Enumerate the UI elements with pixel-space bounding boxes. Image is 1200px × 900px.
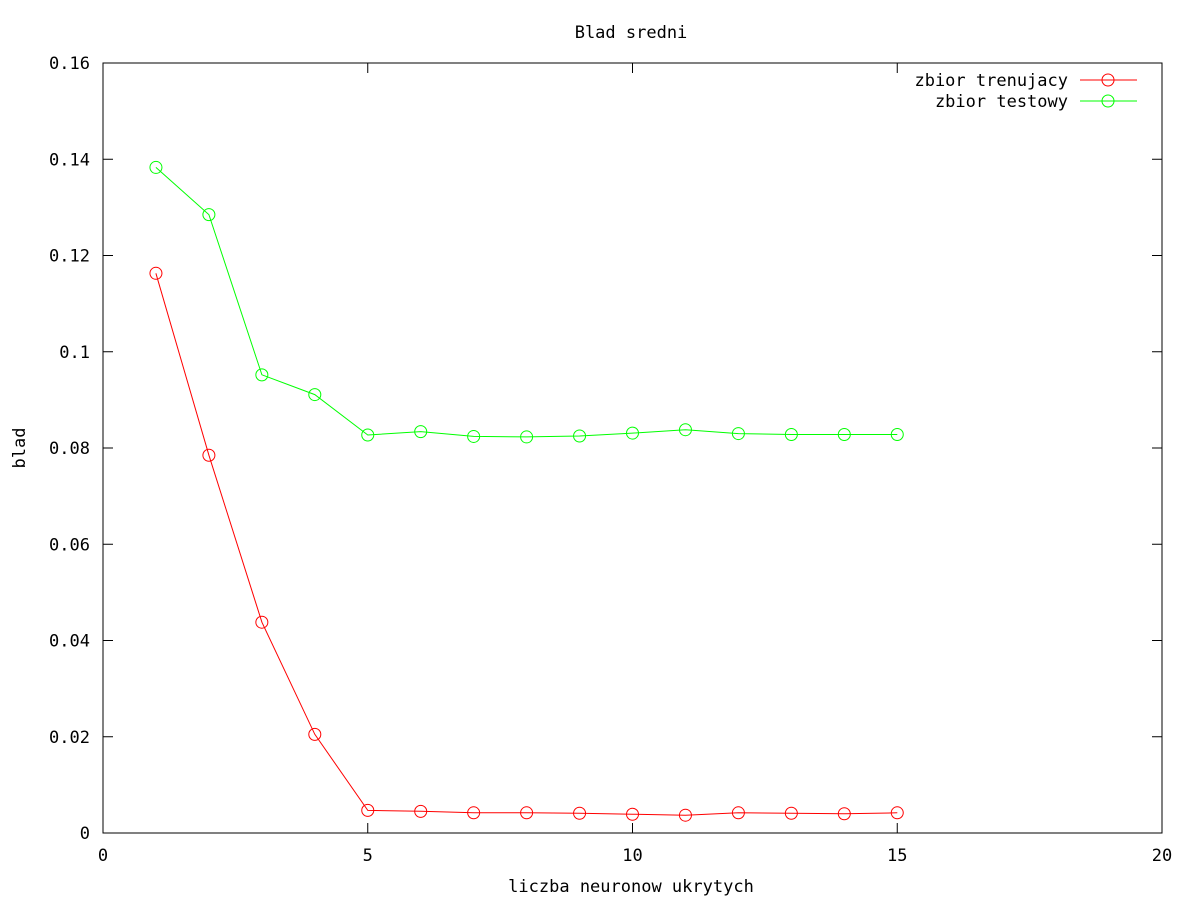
data-point	[467, 806, 481, 820]
y-axis-label: blad	[10, 428, 30, 469]
data-point	[308, 727, 322, 741]
data-point	[149, 160, 163, 174]
x-axis-label: liczba neuronow ukrytych	[508, 877, 754, 897]
data-point	[837, 428, 851, 442]
data-point	[678, 808, 692, 822]
data-point	[731, 427, 745, 441]
plot-frame	[102, 62, 1163, 834]
x-tick-label: 5	[363, 846, 373, 866]
data-point	[414, 425, 428, 439]
y-tick-label: 0	[80, 824, 90, 844]
data-point	[890, 428, 904, 442]
y-tick-label: 0.04	[49, 632, 90, 652]
data-point	[414, 804, 428, 818]
data-point	[149, 266, 163, 280]
data-point	[255, 615, 269, 629]
series-layer	[149, 160, 904, 822]
legend-label: zbior testowy	[935, 92, 1068, 112]
data-point	[784, 428, 798, 442]
y-tick-label: 0.06	[49, 535, 90, 555]
x-tick-label: 0	[98, 846, 108, 866]
data-point	[361, 803, 375, 817]
y-axis-ticks: 0 0.02 0.04 0.06 0.08 0.1 0.12 0.14 0.16	[49, 54, 1162, 844]
legend-marker-swatch	[1101, 73, 1115, 87]
data-point	[626, 807, 639, 821]
x-tick-label: 15	[887, 846, 907, 866]
data-point	[308, 388, 322, 402]
data-point	[255, 368, 269, 382]
y-tick-label: 0.02	[49, 728, 90, 748]
legend-marker-swatch	[1101, 94, 1115, 108]
data-point	[202, 448, 216, 462]
data-point	[520, 806, 534, 820]
x-tick-label: 10	[622, 846, 642, 866]
data-point	[573, 806, 587, 820]
data-point	[573, 429, 587, 443]
data-point	[678, 423, 692, 437]
data-point	[731, 806, 745, 820]
y-tick-label: 0.12	[49, 247, 90, 267]
data-point	[467, 429, 481, 443]
data-point	[837, 807, 851, 821]
data-point	[626, 426, 639, 440]
y-tick-label: 0.14	[49, 150, 90, 170]
data-point	[890, 806, 904, 820]
series-line	[155, 167, 898, 438]
y-tick-label: 0.1	[59, 343, 90, 363]
x-tick-label: 20	[1152, 846, 1172, 866]
series-line	[155, 273, 898, 816]
legend-label: zbior trenujacy	[914, 71, 1068, 91]
data-point	[202, 208, 216, 222]
data-point	[520, 430, 534, 444]
data-point	[361, 428, 375, 442]
x-axis-ticks: 0 5 10 15 20	[98, 63, 1172, 866]
y-tick-label: 0.08	[49, 439, 90, 459]
y-tick-label: 0.16	[49, 54, 90, 74]
data-point	[784, 806, 798, 820]
chart-title: Blad sredni	[575, 23, 688, 43]
